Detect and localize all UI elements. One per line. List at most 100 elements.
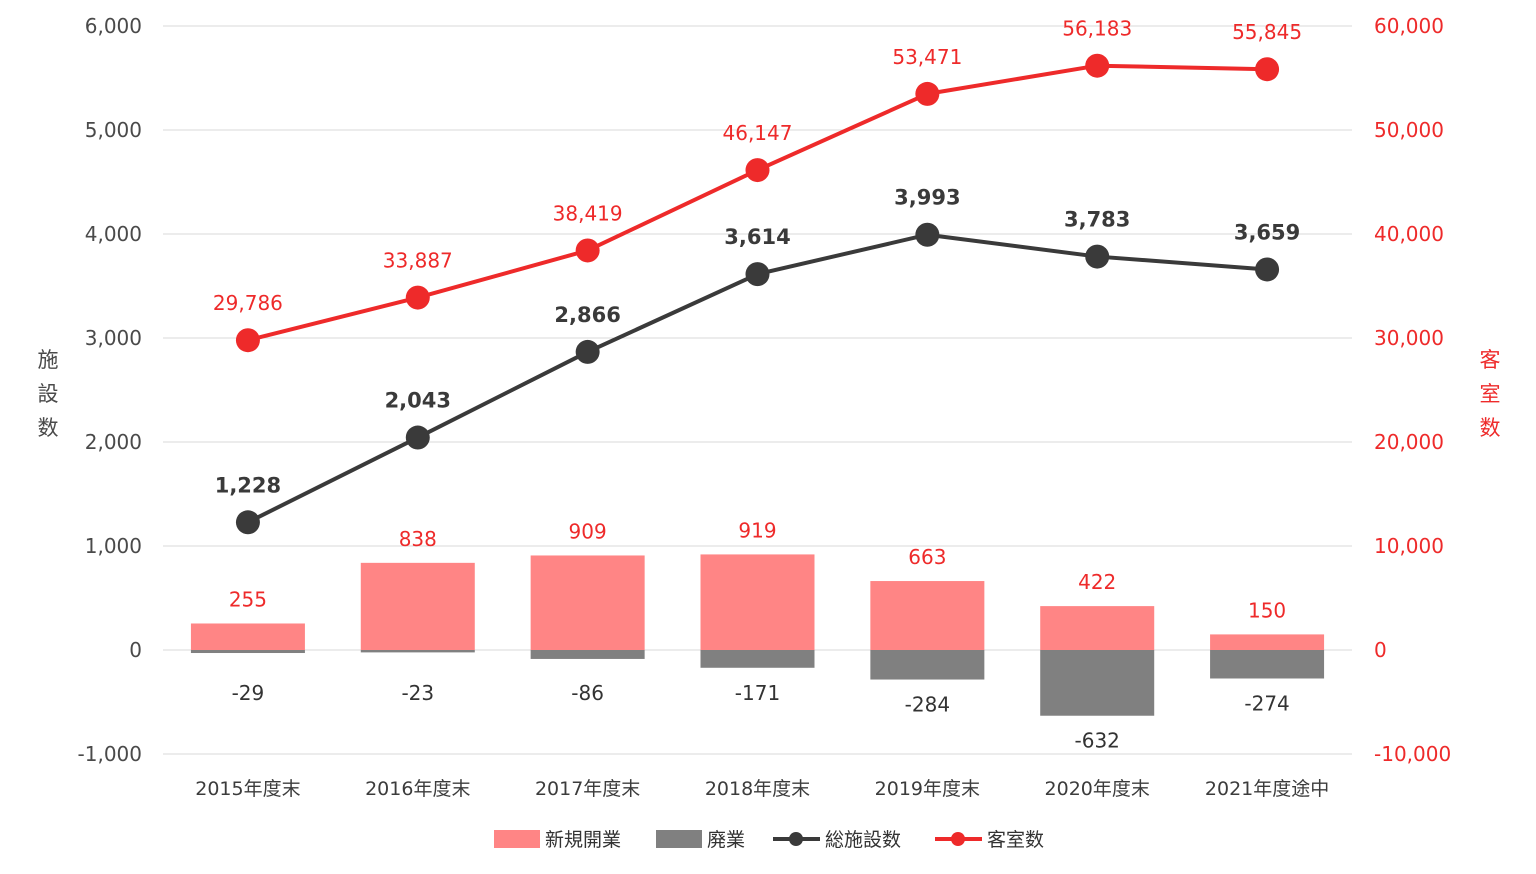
axis-title-char: 数 <box>38 416 59 440</box>
data-label-new-opening: 838 <box>399 527 437 551</box>
data-label-new-opening: 150 <box>1248 598 1286 622</box>
data-label-total-facilities: 2,866 <box>554 303 620 327</box>
y-tick-label: 4,000 <box>85 222 142 246</box>
point-rooms <box>235 328 260 353</box>
bar-new-opening <box>700 554 815 650</box>
bar-new-opening <box>1040 606 1155 650</box>
point-rooms <box>405 285 430 310</box>
point-total-facilities <box>235 510 260 535</box>
legend: 新規開業 廃業 総施設数 客室数 <box>494 829 1044 851</box>
x-tick-label: 2019年度末 <box>875 778 980 800</box>
legend-swatch-new-opening <box>494 830 540 848</box>
x-tick-label: 2016年度末 <box>365 778 470 800</box>
bar-closure <box>360 650 475 653</box>
data-label-total-facilities: 3,614 <box>724 225 790 249</box>
data-label-rooms: 46,147 <box>723 121 793 145</box>
data-label-total-facilities: 1,228 <box>215 473 281 497</box>
bar-new-opening <box>870 581 985 650</box>
y2-tick-label: -10,000 <box>1374 742 1451 766</box>
data-label-rooms: 38,419 <box>553 201 623 225</box>
data-label-total-facilities: 3,993 <box>894 186 960 210</box>
point-total-facilities <box>405 425 430 450</box>
data-label-rooms: 33,887 <box>383 249 453 273</box>
data-label-closure: -86 <box>571 681 604 705</box>
point-total-facilities <box>575 339 600 364</box>
legend-swatch-closure <box>656 830 702 848</box>
line-rooms <box>247 63 1268 343</box>
data-label-new-opening: 255 <box>229 587 267 611</box>
point-rooms <box>745 158 770 183</box>
bar-closure <box>1040 650 1155 716</box>
point-total-facilities <box>915 222 940 247</box>
data-label-total-facilities: 3,659 <box>1234 220 1300 244</box>
x-tick-label: 2017年度末 <box>535 778 640 800</box>
bar-closure <box>870 650 985 680</box>
legend-marker-rooms <box>951 832 965 846</box>
point-rooms <box>1085 53 1110 78</box>
point-rooms <box>915 81 940 106</box>
point-rooms <box>1255 57 1280 82</box>
data-label-closure: -29 <box>232 681 265 705</box>
y-tick-label: 5,000 <box>85 118 142 142</box>
axis-title-char: 客 <box>1480 348 1501 372</box>
y-tick-label: 2,000 <box>85 430 142 454</box>
axis-title-char: 設 <box>38 382 59 406</box>
y2-tick-label: 60,000 <box>1374 14 1444 38</box>
data-label-closure: -171 <box>735 681 780 705</box>
bar-closure <box>190 650 305 654</box>
point-total-facilities <box>1255 257 1280 282</box>
data-label-rooms: 29,786 <box>213 291 283 315</box>
data-label-closure: -274 <box>1244 691 1289 715</box>
data-label-rooms: 56,183 <box>1062 17 1132 41</box>
bar-closure <box>530 650 645 659</box>
lines: 1,228 2,043 2,866 3,614 3,993 3,783 3,659 29,78… <box>213 17 1302 535</box>
bar-closure <box>1210 650 1325 679</box>
point-rooms <box>575 238 600 263</box>
data-label-new-opening: 919 <box>738 518 776 542</box>
y-tick-label: 1,000 <box>85 534 142 558</box>
point-total-facilities <box>745 262 770 287</box>
legend-marker-total-facilities <box>789 832 803 846</box>
bars: 255 838 909 919 663 422 150 -29 -23 -86 -171 -284 -6… <box>190 518 1325 753</box>
data-label-total-facilities: 2,043 <box>385 389 451 413</box>
bar-new-opening <box>190 623 305 650</box>
axis-title-char: 室 <box>1480 382 1501 406</box>
y-tick-label: 6,000 <box>85 14 142 38</box>
point-total-facilities <box>1085 244 1110 269</box>
data-label-rooms: 53,471 <box>892 45 962 69</box>
y2-tick-label: 50,000 <box>1374 118 1444 142</box>
y2-tick-label: 30,000 <box>1374 326 1444 350</box>
x-tick-label: 2021年度途中 <box>1205 778 1329 800</box>
y2-axis-title: 客室数 <box>1480 348 1501 440</box>
y-axis-ticks: -1,000 0 1,000 2,000 3,000 4,000 5,000 6,000 <box>78 14 142 766</box>
y2-tick-label: 0 <box>1374 638 1387 662</box>
data-label-new-opening: 422 <box>1078 570 1116 594</box>
data-label-rooms: 55,845 <box>1232 20 1302 44</box>
data-label-new-opening: 663 <box>908 545 946 569</box>
x-tick-label: 2020年度末 <box>1045 778 1150 800</box>
legend-label-closure: 廃業 <box>707 829 745 851</box>
data-label-closure: -23 <box>401 681 434 705</box>
bar-new-opening <box>360 562 475 650</box>
legend-label-total-facilities: 総施設数 <box>825 829 901 851</box>
bar-closure <box>700 650 815 668</box>
y2-tick-label: 40,000 <box>1374 222 1444 246</box>
data-label-new-opening: 909 <box>569 519 607 543</box>
y2-axis-ticks: -10,000 0 10,000 20,000 30,000 40,000 50,000 60… <box>1374 14 1451 766</box>
data-label-total-facilities: 3,783 <box>1064 208 1130 232</box>
bar-new-opening <box>1210 634 1325 650</box>
y-tick-label: 0 <box>129 638 142 662</box>
y2-tick-label: 10,000 <box>1374 534 1444 558</box>
x-tick-label: 2015年度末 <box>195 778 300 800</box>
x-tick-label: 2018年度末 <box>705 778 810 800</box>
y2-tick-label: 20,000 <box>1374 430 1444 454</box>
y-tick-label: 3,000 <box>85 326 142 350</box>
data-label-closure: -284 <box>905 693 950 717</box>
data-label-closure: -632 <box>1075 729 1120 753</box>
legend-label-new-opening: 新規開業 <box>545 829 621 851</box>
category-labels: 2015年度末 2016年度末 2017年度末 2018年度末 2019年度末 2020年… <box>195 778 1329 800</box>
y-axis-title: 施設数 <box>38 348 59 440</box>
y-tick-label: -1,000 <box>78 742 142 766</box>
legend-label-rooms: 客室数 <box>987 829 1044 851</box>
